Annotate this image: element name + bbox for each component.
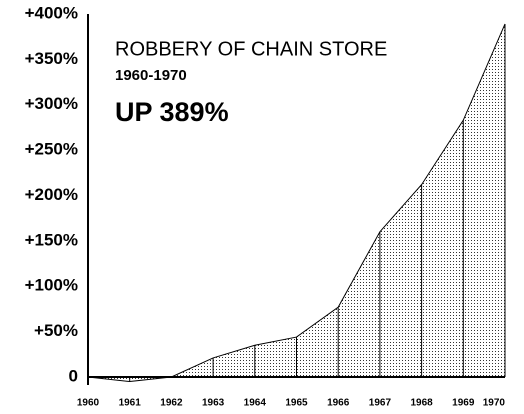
x-tick-label: 1965 — [285, 398, 308, 409]
x-tick-label: 1966 — [327, 398, 350, 409]
chart-subtitle: 1960-1970 — [115, 67, 187, 84]
x-tick-label: 1968 — [410, 398, 433, 409]
x-tick-label: 1960 — [77, 398, 100, 409]
x-tick-label: 1969 — [452, 398, 475, 409]
chart-title: ROBBERY OF CHAIN STORE — [115, 38, 387, 60]
x-tick-label: 1970 — [483, 398, 506, 409]
x-tick-label: 1964 — [244, 398, 267, 409]
y-tick-label: +150% — [25, 230, 78, 249]
y-tick-label: +400% — [25, 3, 78, 22]
annotation: UP 389% — [115, 97, 229, 127]
y-tick-label: +250% — [25, 140, 78, 159]
y-tick-label: 0 — [69, 366, 78, 385]
y-tick-label: +350% — [25, 49, 78, 68]
x-tick-label: 1963 — [202, 398, 225, 409]
x-tick-label: 1961 — [119, 398, 142, 409]
y-tick-label: +50% — [34, 321, 78, 340]
y-tick-label: +100% — [25, 276, 78, 295]
area-line — [87, 23, 506, 383]
y-tick-label: +200% — [25, 185, 78, 204]
x-tick-label: 1962 — [160, 398, 183, 409]
x-tick-label: 1967 — [369, 398, 392, 409]
y-tick-label: +300% — [25, 94, 78, 113]
area-fill — [88, 23, 505, 382]
